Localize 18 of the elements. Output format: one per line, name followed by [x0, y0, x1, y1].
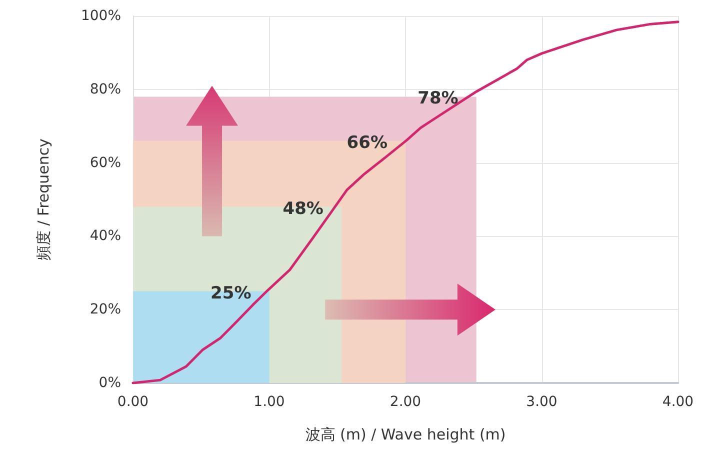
y-axis-title: 頻度 / Frequency [34, 138, 52, 261]
annotation: 66% [346, 132, 388, 153]
x-tick-label: 2.00 [390, 394, 422, 410]
annotation: 78% [418, 88, 458, 109]
line-series [132, 20, 680, 384]
y-tick-label: 100% [80, 8, 121, 24]
x-tick-label: 1.00 [254, 394, 285, 410]
annotation: 25% [210, 283, 252, 304]
annotation: 48% [282, 198, 324, 219]
y-tick-label: 80% [90, 81, 121, 98]
y-tick-label: 40% [90, 228, 121, 244]
x-axis-title: 波高 (m) / Wave height (m) [305, 426, 506, 444]
x-tick-label: 4.00 [662, 394, 694, 410]
y-tick-label: 0% [98, 375, 121, 391]
y-tick-label: 60% [90, 154, 121, 171]
x-tick-label: 3.00 [526, 394, 558, 410]
y-tick-label: 20% [90, 302, 121, 318]
x-tick-label: 0.00 [117, 394, 149, 410]
